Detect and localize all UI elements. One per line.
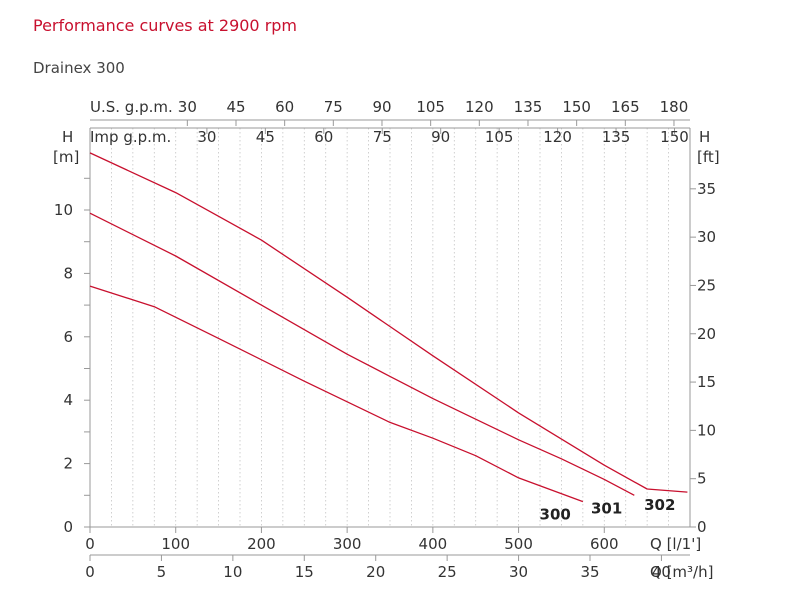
labels-group: U.S. g.p.m. Imp g.p.m. H [m] H [ft] Q [l… xyxy=(53,98,720,581)
x-tick-label-m3h: 25 xyxy=(438,563,457,581)
chart-subtitle: Drainex 300 xyxy=(33,59,125,77)
y-right-tick-label: 0 xyxy=(697,518,707,536)
series-label-301: 301 xyxy=(591,499,622,517)
imp-gpm-tick-label: 45 xyxy=(256,128,275,146)
y-right-unit: [ft] xyxy=(697,148,720,166)
x-tick-label-lmin: 300 xyxy=(333,535,362,553)
x-tick-label-lmin: 600 xyxy=(590,535,619,553)
us-gpm-tick-label: 165 xyxy=(611,98,640,116)
y-right-tick-label: 20 xyxy=(697,325,716,343)
imp-gpm-tick-label: 120 xyxy=(543,128,572,146)
series-group xyxy=(89,152,688,503)
tick-marks xyxy=(84,119,696,561)
y-right-label: H xyxy=(699,128,710,146)
x-tick-label-m3h: 10 xyxy=(223,563,242,581)
series-line-301 xyxy=(89,212,635,496)
x-tick-label-m3h: 35 xyxy=(580,563,599,581)
us-gpm-tick-label: 45 xyxy=(226,98,245,116)
y-left-tick-label: 4 xyxy=(63,391,73,409)
us-gpm-tick-label: 60 xyxy=(275,98,294,116)
y-left-tick-label: 2 xyxy=(63,455,73,473)
us-gpm-tick-label: 90 xyxy=(372,98,391,116)
series-label-300: 300 xyxy=(540,506,571,524)
us-gpm-tick-label: 135 xyxy=(514,98,543,116)
x-tick-label-lmin: 0 xyxy=(85,535,95,553)
y-right-tick-label: 30 xyxy=(697,228,716,246)
series-line-300 xyxy=(89,285,584,503)
y-left-label: H xyxy=(62,128,73,146)
y-left-tick-label: 8 xyxy=(63,264,73,282)
us-gpm-tick-label: 105 xyxy=(416,98,445,116)
x-tick-label-m3h: 20 xyxy=(366,563,385,581)
chart-title: Performance curves at 2900 rpm xyxy=(33,16,298,35)
x-tick-label-m3h: 30 xyxy=(509,563,528,581)
imp-gpm-tick-label: 105 xyxy=(485,128,514,146)
y-right-tick-label: 25 xyxy=(697,276,716,294)
x-tick-label-m3h: 0 xyxy=(85,563,95,581)
y-right-tick-label: 5 xyxy=(697,470,707,488)
y-left-tick-label: 6 xyxy=(63,328,73,346)
x-tick-label-lmin: 200 xyxy=(247,535,276,553)
y-left-tick-label: 10 xyxy=(54,201,73,219)
us-gpm-tick-label: 75 xyxy=(324,98,343,116)
us-gpm-tick-label: 120 xyxy=(465,98,494,116)
x-tick-label-lmin: 500 xyxy=(504,535,533,553)
imp-gpm-label: Imp g.p.m. xyxy=(90,128,171,146)
imp-gpm-tick-label: 90 xyxy=(431,128,450,146)
y-left-unit: [m] xyxy=(53,148,79,166)
y-right-tick-label: 15 xyxy=(697,373,716,391)
us-gpm-tick-label: 180 xyxy=(660,98,689,116)
us-gpm-tick-label: 150 xyxy=(562,98,591,116)
imp-gpm-tick-label: 60 xyxy=(314,128,333,146)
series-line-302 xyxy=(89,152,688,493)
series-label-302: 302 xyxy=(644,496,675,514)
imp-gpm-tick-label: 30 xyxy=(197,128,216,146)
us-gpm-tick-label: 30 xyxy=(178,98,197,116)
imp-gpm-tick-label: 75 xyxy=(373,128,392,146)
x-tick-label-lmin: 400 xyxy=(419,535,448,553)
x-tick-label-m3h: 15 xyxy=(295,563,314,581)
grid xyxy=(111,128,691,527)
us-gpm-label: U.S. g.p.m. xyxy=(90,98,173,116)
y-right-tick-label: 10 xyxy=(697,421,716,439)
x-tick-label-m3h: 5 xyxy=(157,563,167,581)
x-tick-label-lmin: 100 xyxy=(161,535,190,553)
imp-gpm-tick-label: 150 xyxy=(660,128,689,146)
x-unit-bottom: Q [m³/h] xyxy=(650,563,713,581)
x-unit-top: Q [l/1'] xyxy=(650,535,701,553)
imp-gpm-tick-label: 135 xyxy=(602,128,631,146)
y-left-tick-label: 0 xyxy=(63,518,73,536)
x-tick-label-m3h: 40 xyxy=(652,563,671,581)
y-right-tick-label: 35 xyxy=(697,180,716,198)
